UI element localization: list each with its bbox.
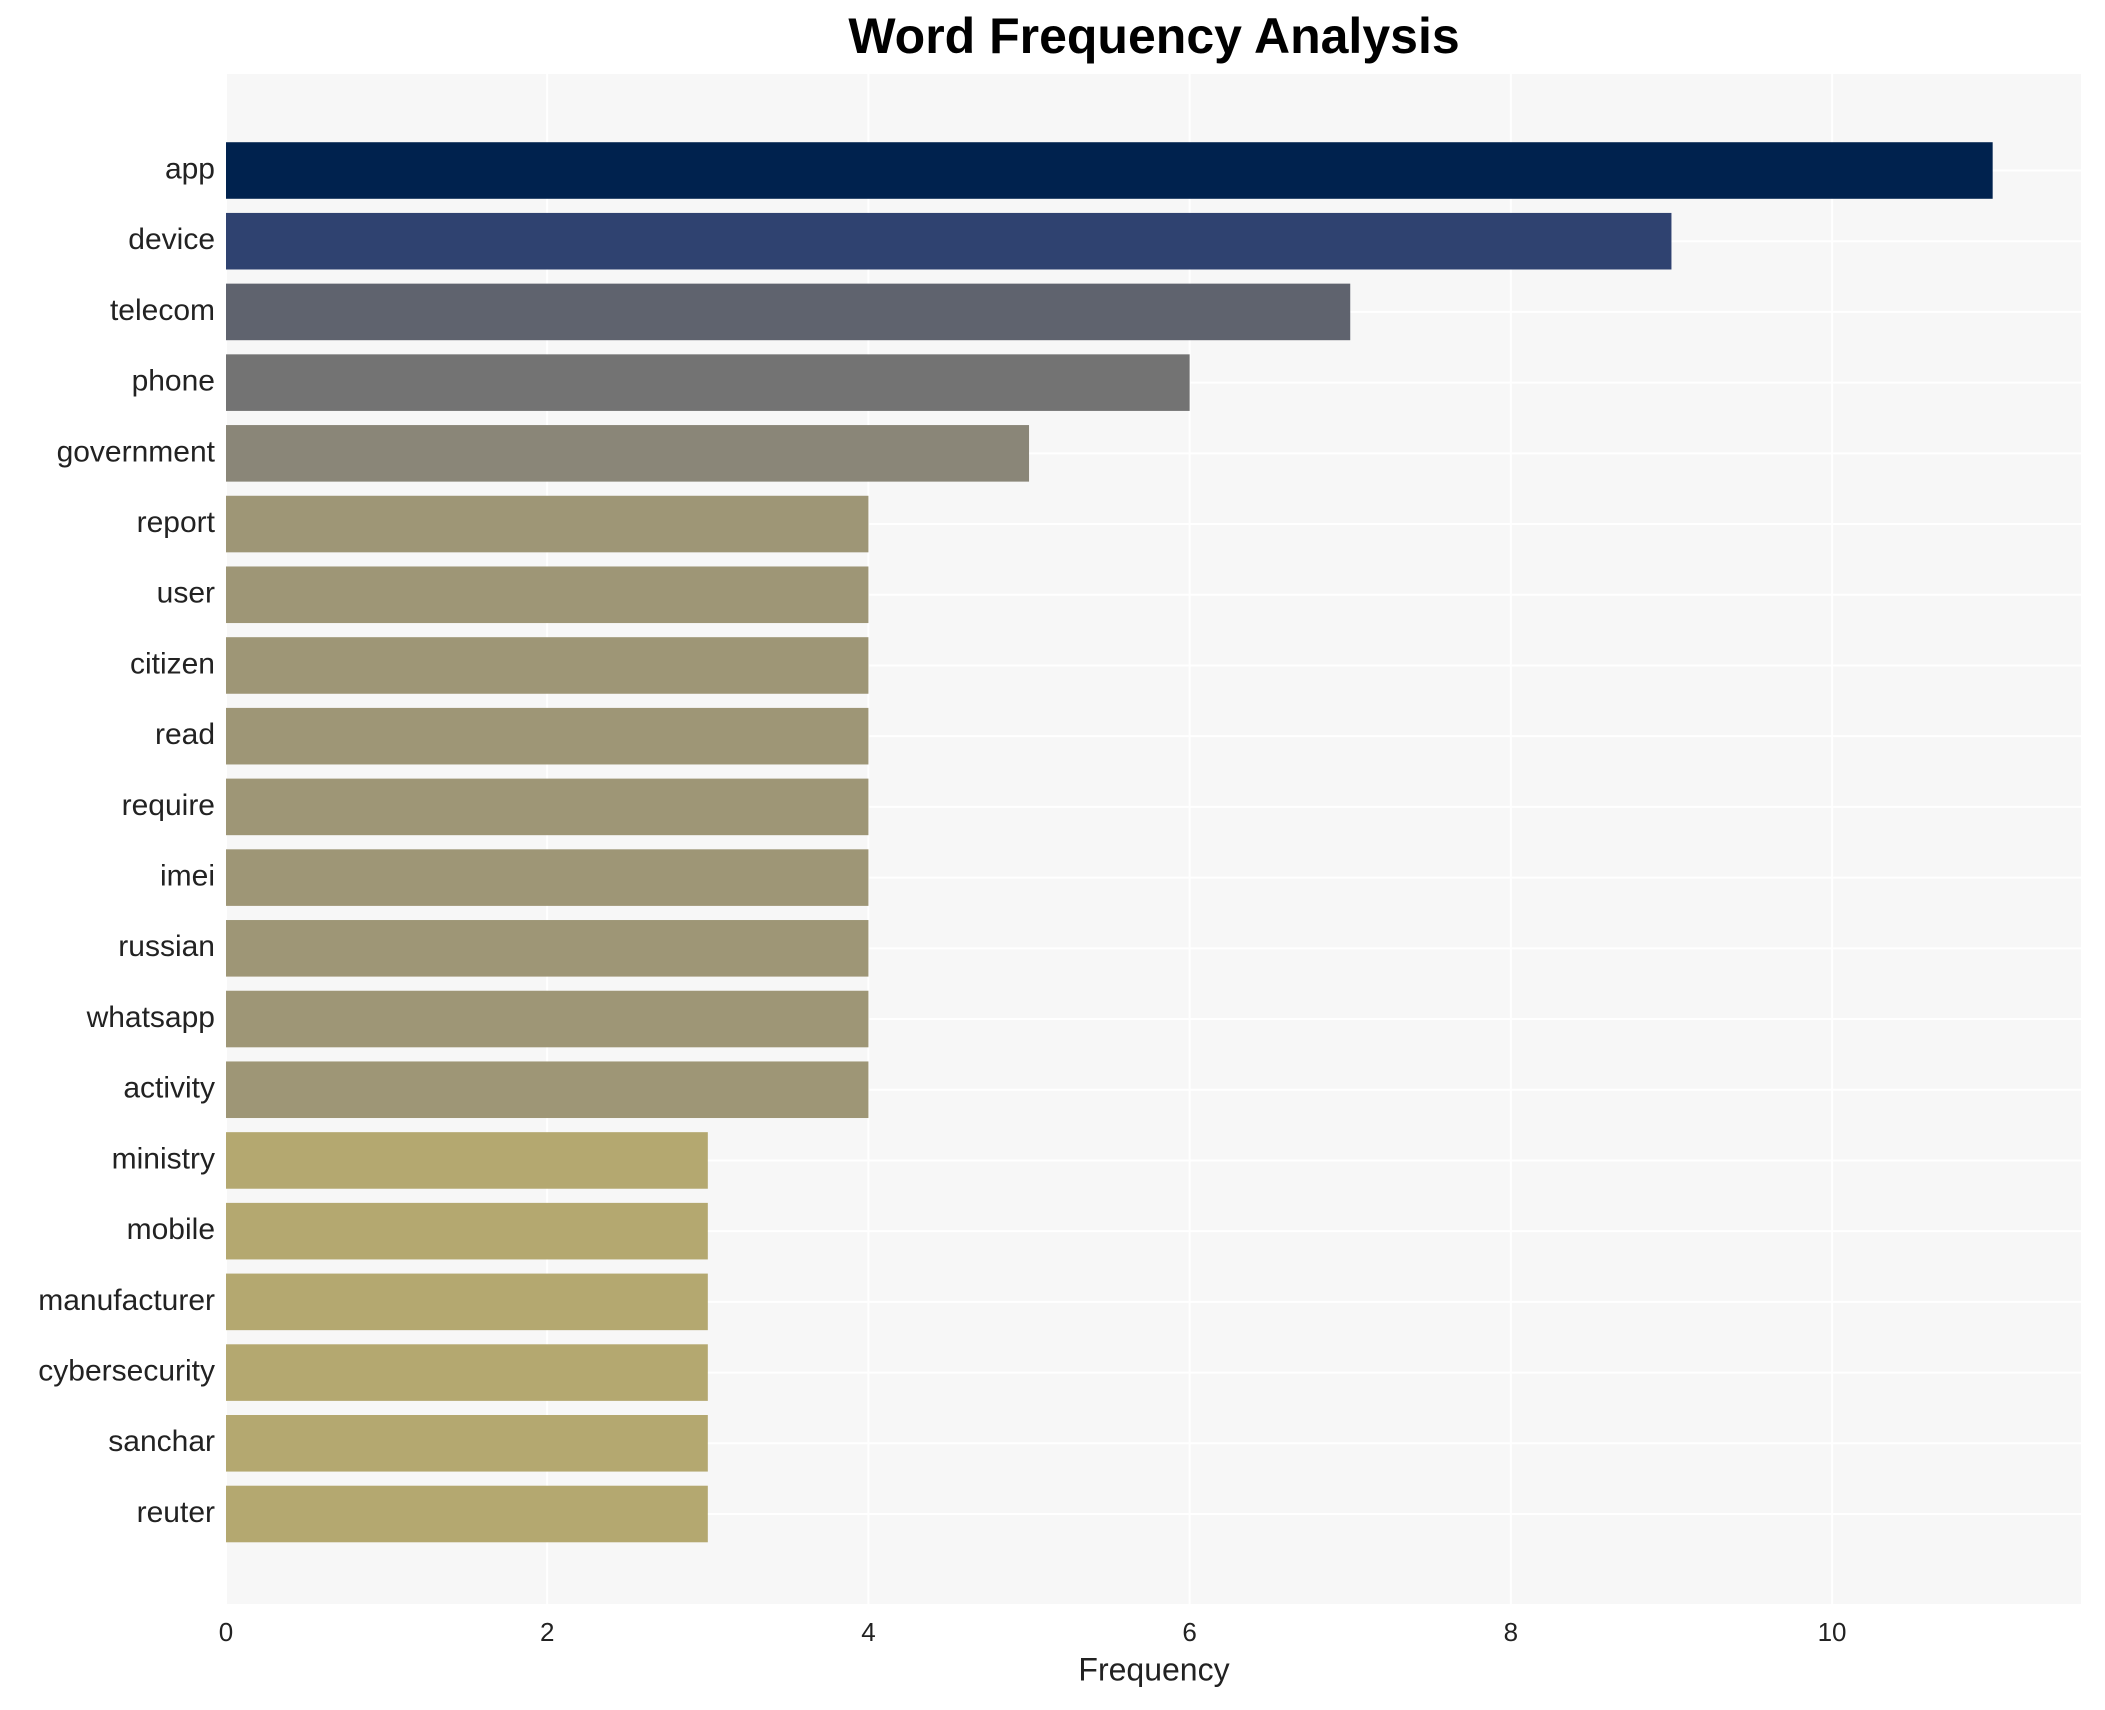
x-tick-label: 4 [861,1617,875,1647]
y-tick-label: manufacturer [38,1284,215,1317]
x-tick-label: 6 [1182,1617,1196,1647]
bar [226,707,869,765]
bar [226,1273,708,1331]
y-tick-label: citizen [130,647,215,680]
bar [226,1132,708,1189]
y-tick-label: require [122,789,215,822]
y-tick-label: app [165,152,215,185]
bar [226,495,869,553]
y-tick-label: ministry [112,1142,215,1175]
y-tick-label: report [137,506,216,539]
y-tick-label: russian [118,930,215,963]
y-tick-label: phone [132,365,215,398]
bar [226,990,869,1048]
bar [226,1485,708,1543]
chart-title: Word Frequency Analysis [848,8,1459,64]
bar [226,425,1030,482]
bar [226,1061,869,1119]
bar [226,1415,708,1472]
x-tick-label: 8 [1504,1617,1518,1647]
bar [226,1202,708,1260]
y-tick-label: telecom [110,294,215,327]
y-tick-label: whatsapp [86,1001,215,1034]
y-tick-label: read [155,718,215,751]
y-tick-label: reuter [137,1496,215,1529]
bar [226,566,869,624]
y-tick-label: cybersecurity [38,1355,215,1388]
x-tick-label: 10 [1818,1617,1847,1647]
bar [226,142,1993,199]
bar [226,354,1190,411]
y-tick-label: device [128,223,215,256]
bar [226,849,869,906]
bar [226,212,1672,270]
y-tick-label: mobile [127,1213,215,1246]
y-tick-label: user [157,577,215,610]
y-tick-label: government [57,435,216,468]
y-tick-label: imei [160,860,215,893]
bar [226,778,869,836]
x-axis-label: Frequency [1078,1651,1229,1687]
bar [226,920,869,977]
x-tick-label: 0 [219,1617,233,1647]
bar [226,283,1351,341]
y-tick-label: sanchar [108,1425,215,1458]
y-tick-label: activity [123,1072,215,1105]
bar [226,637,869,694]
x-tick-label: 2 [540,1617,554,1647]
bar [226,1344,708,1401]
